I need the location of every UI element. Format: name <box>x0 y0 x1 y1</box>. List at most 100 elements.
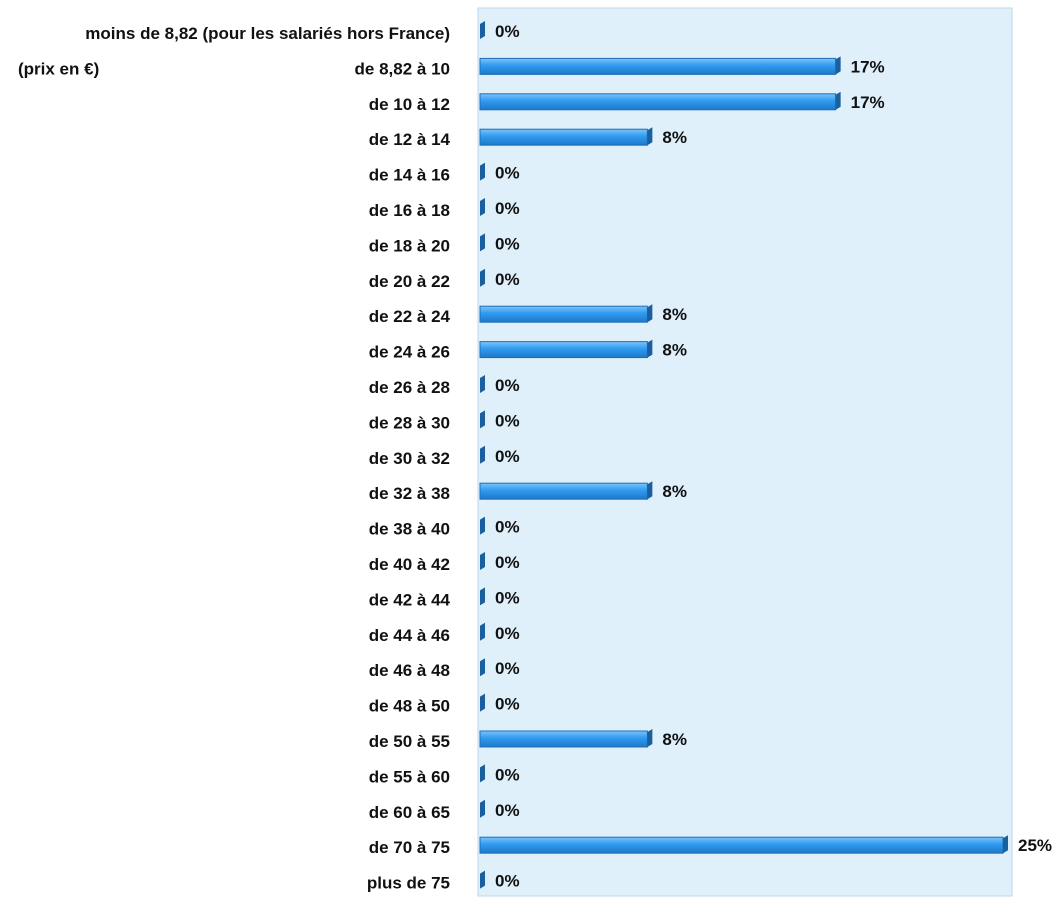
bar-end-cap <box>480 658 485 677</box>
bar <box>480 445 485 464</box>
value-label: 0% <box>495 872 520 891</box>
value-label: 0% <box>495 588 520 607</box>
category-label: de 26 à 28 <box>369 378 450 397</box>
bar <box>479 127 653 146</box>
category-label: de 24 à 26 <box>369 343 450 362</box>
category-label: de 48 à 50 <box>369 697 450 716</box>
bar <box>480 162 485 181</box>
category-label: de 38 à 40 <box>369 520 450 539</box>
value-label: 0% <box>495 624 520 643</box>
bar-end-cap <box>480 764 485 783</box>
bar-body <box>479 730 648 748</box>
plot-area <box>477 7 1013 897</box>
bar-end-cap <box>480 445 485 464</box>
category-label: de 8,82 à 10 <box>355 59 450 78</box>
bar-end-cap <box>647 729 653 747</box>
category-label: de 60 à 65 <box>369 803 450 822</box>
value-label: 0% <box>495 765 520 784</box>
category-label: de 42 à 44 <box>369 590 451 609</box>
value-label: 0% <box>495 270 520 289</box>
category-label: de 50 à 55 <box>369 732 450 751</box>
bar <box>480 410 485 429</box>
value-label: 8% <box>662 305 687 324</box>
bar-body <box>479 305 648 323</box>
value-label: 0% <box>495 199 520 218</box>
bar-body <box>479 128 648 146</box>
bar <box>480 198 485 216</box>
category-label: de 12 à 14 <box>369 130 451 149</box>
category-label: de 10 à 12 <box>369 95 450 114</box>
category-label: de 32 à 38 <box>369 484 450 503</box>
value-label: 0% <box>495 659 520 678</box>
category-label: de 46 à 48 <box>369 661 450 680</box>
bar-end-cap <box>1003 835 1008 854</box>
bar-end-cap <box>480 622 485 641</box>
value-label: 17% <box>851 93 885 112</box>
bars <box>479 21 1008 889</box>
category-label: de 18 à 20 <box>369 236 450 255</box>
category-label: de 22 à 24 <box>369 307 451 326</box>
bar-end-cap <box>480 552 485 570</box>
bar-end-cap <box>480 233 485 252</box>
value-label: 0% <box>495 22 520 41</box>
bar-end-cap <box>480 375 485 393</box>
value-label: 0% <box>495 801 520 820</box>
value-label: 0% <box>495 553 520 572</box>
bar <box>480 658 485 677</box>
bar-body <box>479 57 837 75</box>
category-label: de 40 à 42 <box>369 555 450 574</box>
bar <box>480 268 485 287</box>
bar-end-cap <box>480 799 485 818</box>
bar-end-cap <box>480 587 485 606</box>
unit-note: (prix en €) <box>18 59 99 78</box>
bar-end-cap <box>835 56 841 75</box>
bar-end-cap <box>480 268 485 287</box>
bar <box>480 375 485 393</box>
bar-end-cap <box>647 481 653 500</box>
value-labels: 0% 17% 17% 8% 0% 0% 0% 0% 8% 8% 0% 0% 0% 8% 0% 0% 0% 0% 0%… <box>495 22 1052 891</box>
bar-end-cap <box>647 339 653 358</box>
bar-end-cap <box>835 91 841 110</box>
value-label: 8% <box>662 128 687 147</box>
value-label: 0% <box>495 376 520 395</box>
bar-end-cap <box>480 693 485 712</box>
bar <box>479 339 653 359</box>
bar-end-cap <box>480 21 485 39</box>
bar-end-cap <box>480 162 485 181</box>
value-label: 0% <box>495 234 520 253</box>
bar <box>479 91 841 111</box>
category-label: de 44 à 46 <box>369 626 450 645</box>
bar <box>479 481 653 500</box>
bar <box>480 233 485 252</box>
bar <box>480 870 485 889</box>
bar-end-cap <box>647 127 653 146</box>
bar-end-cap <box>647 304 653 323</box>
bar <box>480 21 485 39</box>
bar-end-cap <box>480 516 485 535</box>
bar <box>480 764 485 783</box>
category-label: de 30 à 32 <box>369 449 450 468</box>
bar <box>479 304 653 323</box>
value-label: 0% <box>495 164 520 183</box>
bar <box>480 799 485 818</box>
value-label: 25% <box>1018 836 1052 855</box>
bar-end-cap <box>480 870 485 889</box>
bar <box>479 835 1008 854</box>
category-label: de 20 à 22 <box>369 272 450 291</box>
bar-body <box>479 836 1004 854</box>
bar-body <box>479 341 648 359</box>
value-label: 17% <box>851 57 885 76</box>
category-label: de 28 à 30 <box>369 413 450 432</box>
value-label: 0% <box>495 411 520 430</box>
category-label: de 16 à 18 <box>369 201 450 220</box>
bar <box>480 552 485 570</box>
category-label: de 70 à 75 <box>369 838 450 857</box>
category-label: de 55 à 60 <box>369 767 450 786</box>
category-label: plus de 75 <box>367 874 450 893</box>
bar <box>479 56 841 75</box>
value-label: 8% <box>662 341 687 360</box>
value-label: 8% <box>662 482 687 501</box>
bar <box>480 587 485 606</box>
